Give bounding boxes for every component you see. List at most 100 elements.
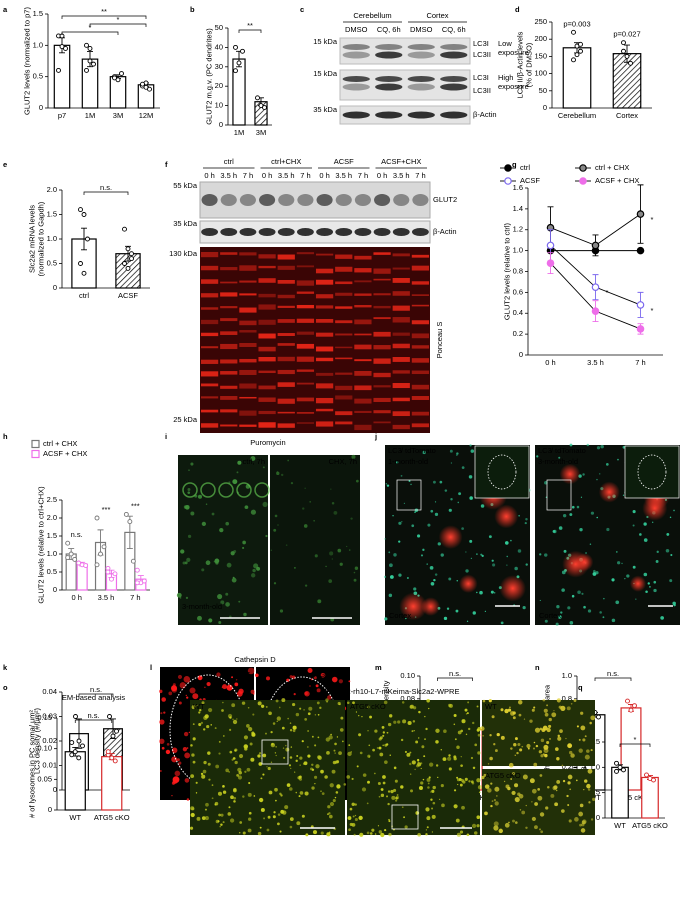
signal [538,750,543,754]
signal [471,823,477,829]
signal [190,511,195,516]
signal [418,710,421,714]
blot-strip [339,37,471,65]
signal [532,747,536,750]
signal [329,551,334,556]
signal [468,780,471,783]
ponceau-band [411,423,430,428]
significance-bracket [78,693,114,697]
data-point [130,558,136,564]
signal [583,788,585,791]
ponceau-band [392,383,410,389]
signal [518,713,522,717]
image-label: 7 h [243,171,253,180]
signal [378,746,382,750]
ponceau-band [392,411,410,417]
signal [329,814,333,819]
image-label: ATG5 cKO [485,771,521,780]
roi [546,479,572,511]
signal [639,533,642,536]
signal [521,810,526,815]
signal [243,735,249,740]
y-tick-label: 1.5 [47,209,57,218]
signal [556,698,561,703]
y-tick-label: 0.2 [513,329,523,338]
panel-letter: e [3,160,7,169]
ponceau-band [277,356,295,362]
signal [201,774,206,779]
image-label: ATG5 cKO [350,702,386,711]
signal [430,581,435,586]
signal [334,742,337,746]
signal [540,830,544,834]
signal [386,795,389,798]
signal [477,785,483,790]
x-tick-label: 3.5 h [98,593,115,602]
y-tick-label: 0.5 [33,72,43,81]
signal [491,559,494,562]
ponceau-band [239,396,257,399]
signal [371,828,375,832]
ponceau-band [200,371,219,377]
band [411,228,429,236]
signal [222,684,228,690]
signal [382,734,385,737]
signal [435,728,440,733]
signal [454,804,456,807]
signal [546,727,551,733]
ponceau-band [220,281,238,284]
signal [171,747,178,754]
signal [453,804,458,809]
y-tick-label: 1.0 [590,762,600,771]
signal [273,528,277,532]
signal [311,735,314,738]
signal [487,788,492,793]
signal [393,720,397,724]
cell [254,482,270,498]
signal [552,529,556,533]
band [220,228,238,236]
signal [386,731,389,734]
image-label: ctrl [224,157,234,166]
signal [314,554,318,558]
signal [238,688,244,694]
signal [388,818,390,821]
signal [380,793,385,798]
ponceau-band [411,281,430,285]
signal [368,744,371,747]
panel-letter: a [3,5,8,14]
band [297,194,314,206]
signal [185,596,189,599]
image-label: High [498,73,513,82]
signal [432,801,436,805]
data-point [644,772,649,778]
ponceau-band [239,252,257,256]
signal [442,757,447,762]
signal [285,544,288,546]
signal [211,784,214,786]
signal [508,762,514,768]
signal [358,733,362,737]
significance-bracket [74,719,113,723]
y-tick-label: 1.4 [513,204,523,213]
signal [491,800,494,803]
signal [223,735,225,737]
ponceau-band [277,423,295,428]
signal [395,795,400,800]
signal [431,807,434,810]
signal [260,704,265,708]
signal [512,716,516,720]
signal [367,780,370,784]
signal [542,725,548,731]
signal [171,794,173,797]
signal [632,565,636,569]
signal [337,548,342,553]
signal [655,559,659,563]
band [407,83,435,91]
signal [349,822,353,827]
bar [101,756,123,811]
signal [533,706,536,709]
marker [636,301,645,309]
panel-letter: o [3,683,8,692]
